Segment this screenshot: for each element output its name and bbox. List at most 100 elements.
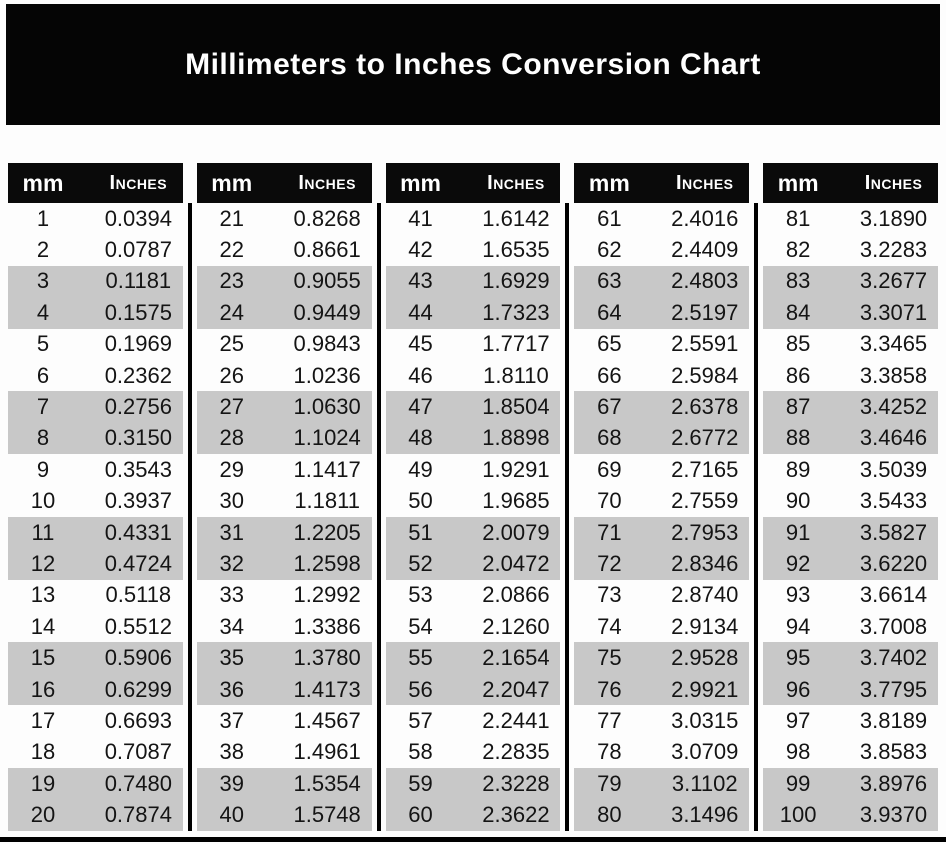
table-row: 35 1.3780	[196, 642, 372, 674]
table-separator	[565, 203, 570, 831]
mm-value: 26	[219, 362, 244, 388]
inches-value: 1.2598	[293, 550, 361, 576]
inches-value: 1.0630	[293, 394, 361, 420]
inches-value: 0.3937	[104, 488, 172, 514]
conversion-table: mm Inches 41 1.6142 42 1.6535 43 1.6929 44 1.73…	[385, 163, 561, 831]
table-row: 57 2.2441	[385, 705, 561, 737]
inches-column-header: Inches	[864, 171, 923, 194]
table-row: 69 2.7165	[574, 454, 750, 486]
table-row: 38 1.4961	[196, 736, 372, 769]
mm-value: 68	[597, 425, 622, 451]
table-row: 47 1.8504	[385, 391, 561, 423]
inches-value: 2.9134	[671, 613, 739, 639]
mm-value: 21	[219, 205, 244, 231]
table-row: 51 2.0079	[385, 516, 561, 549]
mm-value: 41	[408, 205, 433, 231]
mm-value: 13	[30, 582, 56, 608]
mm-value: 8	[36, 425, 50, 451]
mm-value: 61	[597, 205, 622, 231]
mm-value: 74	[597, 613, 622, 639]
mm-value: 31	[219, 519, 244, 545]
inches-value: 2.7953	[671, 519, 739, 545]
inches-value: 3.3071	[859, 299, 928, 325]
table-row: 37 1.4567	[196, 705, 372, 737]
table-row: 30 1.1811	[196, 485, 372, 517]
table-row: 49 1.9291	[385, 454, 561, 486]
table-row: 14 0.5512	[8, 611, 183, 643]
inches-value: 2.9921	[671, 676, 739, 702]
inches-value: 1.7717	[482, 331, 550, 357]
conversion-table: mm Inches 1 0.0394 2 0.0787 3 0.1181 4 0.1575 5 0…	[8, 163, 183, 831]
inches-value: 2.5591	[671, 331, 739, 357]
mm-value: 77	[597, 707, 622, 733]
inches-value: 1.8898	[482, 425, 550, 451]
table-row: 89 3.5039	[763, 454, 938, 486]
table-row: 88 3.4646	[763, 422, 938, 455]
inches-value: 0.1575	[104, 299, 172, 325]
mm-value: 53	[408, 582, 433, 608]
table-row: 91 3.5827	[763, 516, 938, 549]
table-row: 90 3.5433	[763, 485, 938, 517]
mm-value: 76	[597, 676, 622, 702]
table-row: 16 0.6299	[8, 673, 183, 706]
table-row: 58 2.2835	[385, 736, 561, 769]
inches-value: 1.3780	[293, 645, 361, 671]
mm-value: 33	[219, 582, 244, 608]
mm-value: 87	[785, 394, 811, 420]
table-row: 40 1.5748	[196, 799, 372, 831]
mm-value: 59	[408, 770, 433, 796]
mm-value: 46	[408, 362, 433, 388]
table-row: 52 2.0472	[385, 548, 561, 580]
mm-value: 38	[219, 739, 244, 765]
table-row: 48 1.8898	[385, 422, 561, 455]
table-body: 41 1.6142 42 1.6535 43 1.6929 44 1.7323 45 1.7717…	[385, 203, 561, 831]
table-row: 75 2.9528	[574, 642, 750, 674]
inches-value: 2.5984	[671, 362, 739, 388]
inches-value: 0.1969	[104, 331, 172, 357]
table-row: 8 0.3150	[8, 422, 183, 455]
table-row: 96 3.7795	[763, 673, 938, 706]
inches-value: 1.8110	[483, 362, 549, 388]
inches-value: 0.3150	[104, 425, 172, 451]
mm-value: 17	[30, 707, 56, 733]
inches-value: 2.6772	[671, 425, 739, 451]
table-body: 61 2.4016 62 2.4409 63 2.4803 64 2.5197 65 2.5591…	[574, 203, 750, 831]
table-row: 93 3.6614	[763, 579, 938, 612]
table-row: 23 0.9055	[196, 265, 372, 298]
mm-value: 1	[36, 205, 50, 231]
mm-value: 83	[785, 268, 811, 294]
inches-value: 1.4173	[293, 676, 361, 702]
mm-value: 63	[597, 268, 622, 294]
mm-value: 27	[219, 394, 244, 420]
mm-value: 3	[36, 268, 50, 294]
inches-value: 1.3386	[293, 613, 361, 639]
mm-value: 28	[219, 425, 244, 451]
mm-value: 51	[408, 519, 433, 545]
inches-value: 0.5906	[104, 645, 172, 671]
mm-value: 6	[36, 362, 50, 388]
inches-value: 2.2835	[482, 739, 550, 765]
inches-value: 0.7874	[104, 802, 172, 828]
inches-value: 1.4567	[293, 707, 361, 733]
title-bar: Millimeters to Inches Conversion Chart	[6, 4, 940, 125]
mm-value: 71	[597, 519, 622, 545]
table-row: 83 3.2677	[763, 265, 938, 298]
mm-value: 43	[408, 268, 433, 294]
mm-value: 96	[785, 676, 811, 702]
table-row: 19 0.7480	[8, 768, 183, 800]
mm-value: 32	[219, 550, 244, 576]
table-row: 17 0.6693	[8, 705, 183, 737]
table-row: 54 2.1260	[385, 611, 561, 643]
mm-value: 62	[597, 237, 622, 263]
inches-value: 2.1260	[482, 613, 550, 639]
inches-value: 3.1890	[859, 205, 928, 231]
inches-value: 0.8661	[293, 237, 361, 263]
table-row: 6 0.2362	[8, 359, 183, 392]
inches-value: 3.6614	[859, 582, 928, 608]
inches-value: 0.9449	[293, 299, 361, 325]
mm-value: 54	[408, 613, 433, 639]
mm-value: 14	[30, 613, 56, 639]
mm-value: 84	[785, 299, 811, 325]
mm-value: 89	[785, 456, 811, 482]
